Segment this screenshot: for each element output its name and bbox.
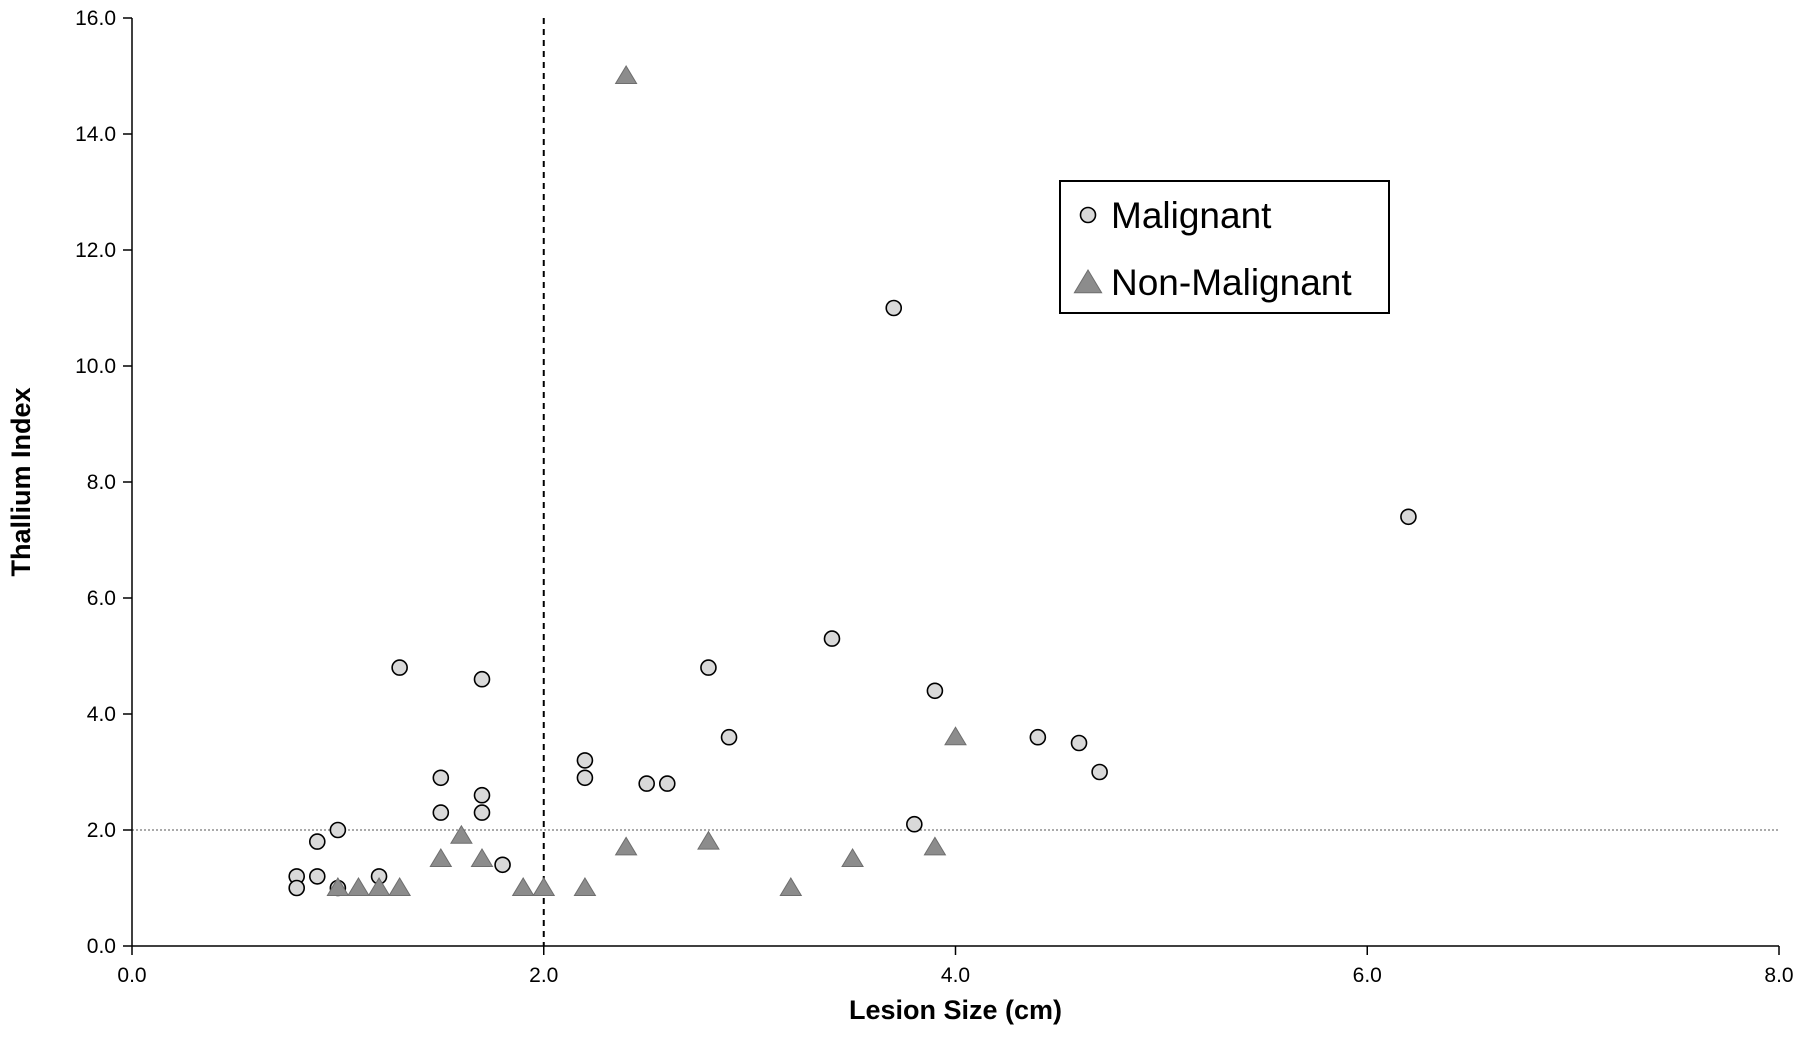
non-malignant-point (347, 877, 370, 896)
x-tick-label: 0.0 (117, 964, 146, 987)
malignant-point (576, 752, 594, 769)
axes: 0.0 2.0 4.0 6.0 8.0 0.0 2.0 4.0 6.0 8.0 10.0 12.0 1… (75, 7, 1793, 987)
non-malignant-point (511, 877, 535, 896)
malignant-point (823, 630, 841, 647)
malignant-point (885, 299, 903, 317)
legend: Malignant Non-Malignant (1059, 180, 1390, 314)
malignant-point (473, 804, 491, 821)
y-tick-label: 2.0 (87, 819, 116, 842)
non-malignant-point (388, 877, 412, 896)
non-malignant-point (841, 848, 864, 867)
legend-marker-non-malignant (1073, 269, 1103, 294)
malignant-point (432, 769, 450, 787)
malignant-point (906, 815, 923, 833)
malignant-point (658, 775, 676, 792)
malignant-point (308, 833, 326, 850)
x-tick-label: 4.0 (941, 964, 970, 987)
malignant-point (720, 728, 738, 746)
non-malignant-point (944, 726, 967, 746)
x-tick-label: 2.0 (529, 964, 558, 987)
malignant-point (308, 868, 326, 885)
non-malignant-point (326, 877, 350, 896)
non-malignant-point (923, 836, 947, 856)
data-points (288, 65, 1417, 897)
malignant-point (391, 659, 408, 676)
x-tick-label: 8.0 (1764, 964, 1793, 987)
x-ticks: 0.0 2.0 4.0 6.0 8.0 (117, 946, 1794, 987)
y-ticks: 0.0 2.0 4.0 6.0 8.0 10.0 12.0 14.0 16.0 (75, 7, 132, 958)
malignant-point (1400, 508, 1417, 526)
malignant-point (288, 879, 306, 897)
legend-circle-icon (1079, 206, 1097, 224)
y-tick-label: 16.0 (75, 7, 116, 30)
y-tick-label: 8.0 (87, 471, 116, 494)
malignant-point (926, 682, 944, 700)
malignant-point (329, 821, 347, 839)
non-malignant-point (367, 877, 391, 896)
non-malignant-point (450, 824, 473, 844)
malignant-point (1029, 728, 1047, 746)
non-malignant-point (697, 830, 720, 850)
non-malignant-point (532, 877, 556, 896)
malignant-point (638, 775, 655, 792)
reference-lines (132, 18, 1779, 946)
malignant-point (494, 856, 511, 874)
y-axis-title: Thallium Index (6, 387, 36, 576)
malignant-point (700, 659, 717, 676)
malignant-point (576, 769, 594, 787)
non-malignant-point (614, 836, 638, 856)
y-tick-label: 12.0 (75, 239, 116, 262)
legend-label-non-malignant: Non-Malignant (1111, 262, 1352, 303)
legend-triangle-icon (1073, 269, 1103, 294)
x-axis-title: Lesion Size (cm) (849, 995, 1062, 1025)
non-malignant-point (779, 877, 803, 896)
legend-box (1059, 180, 1390, 314)
malignant-point (1091, 763, 1108, 781)
malignant-point (432, 804, 450, 821)
malignant-point (473, 786, 491, 804)
non-malignant-point (470, 848, 494, 867)
x-tick-label: 6.0 (1353, 964, 1382, 987)
non-malignant-point (573, 877, 597, 896)
series-1 (326, 65, 967, 896)
legend-label-malignant: Malignant (1111, 195, 1272, 236)
y-tick-label: 4.0 (87, 703, 116, 726)
non-malignant-point (429, 848, 453, 867)
malignant-point (473, 670, 491, 688)
y-tick-label: 6.0 (87, 587, 116, 610)
y-tick-label: 0.0 (87, 935, 116, 958)
malignant-point (1070, 734, 1088, 752)
y-tick-label: 10.0 (75, 355, 116, 378)
y-tick-label: 14.0 (75, 123, 116, 146)
legend-marker-malignant (1079, 206, 1097, 224)
series-0 (288, 299, 1417, 897)
non-malignant-point (614, 65, 638, 84)
